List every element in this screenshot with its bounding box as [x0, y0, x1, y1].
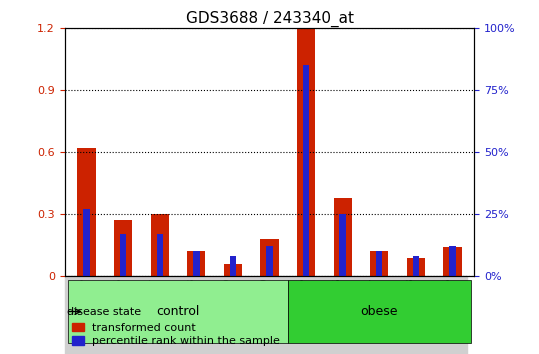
FancyBboxPatch shape: [288, 280, 471, 343]
Bar: [65, 276, 467, 354]
Bar: [187, 251, 205, 276]
Bar: [370, 251, 389, 276]
Bar: [224, 264, 242, 276]
Bar: [266, 246, 273, 276]
Bar: [78, 148, 96, 276]
Bar: [150, 214, 169, 276]
Bar: [120, 234, 127, 276]
Bar: [297, 28, 315, 276]
Bar: [334, 198, 352, 276]
Bar: [114, 220, 133, 276]
Bar: [303, 65, 309, 276]
Bar: [193, 251, 199, 276]
Bar: [340, 214, 346, 276]
FancyBboxPatch shape: [68, 280, 288, 343]
Bar: [449, 246, 455, 276]
Bar: [406, 258, 425, 276]
Text: disease state: disease state: [66, 307, 141, 316]
Bar: [376, 251, 383, 276]
Bar: [230, 256, 236, 276]
Bar: [260, 239, 279, 276]
Bar: [443, 247, 461, 276]
Title: GDS3688 / 243340_at: GDS3688 / 243340_at: [185, 11, 354, 27]
Bar: [84, 209, 90, 276]
Bar: [156, 234, 163, 276]
Bar: [412, 256, 419, 276]
Legend: transformed count, percentile rank within the sample: transformed count, percentile rank withi…: [70, 320, 282, 348]
Text: obese: obese: [361, 305, 398, 318]
Text: control: control: [156, 305, 200, 318]
